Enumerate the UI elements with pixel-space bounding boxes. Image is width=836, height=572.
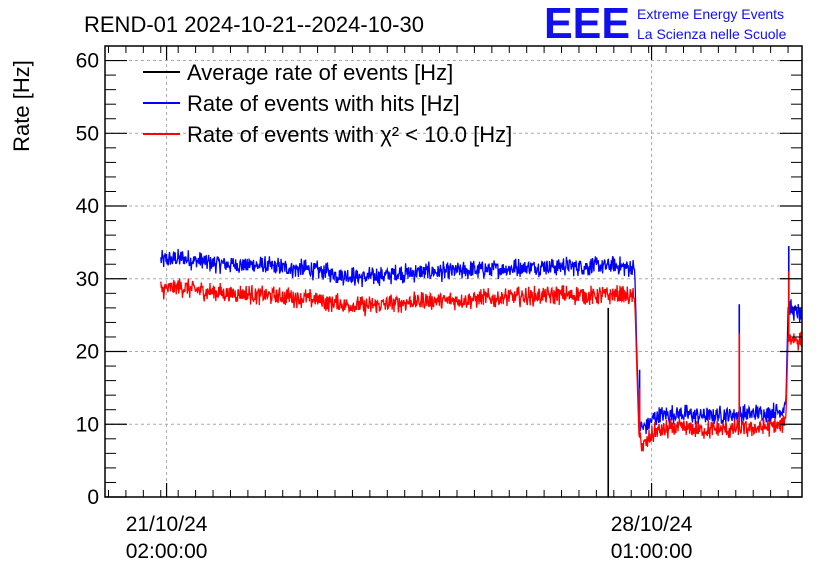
y-tick-label: 0 bbox=[87, 486, 99, 509]
x-tick-label-date: 28/10/24 bbox=[611, 513, 693, 536]
series-layer bbox=[160, 246, 802, 497]
legend: Average rate of events [Hz] Rate of even… bbox=[143, 60, 512, 147]
y-tick-label: 30 bbox=[76, 268, 99, 291]
series-line-hits bbox=[160, 248, 802, 435]
y-tick-label: 60 bbox=[76, 50, 99, 73]
logo-mark: EEE bbox=[544, 0, 630, 48]
eee-logo: EEE Extreme Energy Events La Scienza nel… bbox=[544, 0, 787, 48]
chart-title: REND-01 2024-10-21--2024-10-30 bbox=[84, 12, 424, 37]
y-tick-label: 40 bbox=[76, 195, 99, 218]
x-tick-label-time: 01:00:00 bbox=[611, 540, 693, 563]
logo-line-1: Extreme Energy Events bbox=[637, 6, 784, 22]
grid bbox=[105, 46, 802, 497]
legend-label-chi2: Rate of events with χ² < 10.0 [Hz] bbox=[187, 122, 512, 147]
y-tick-label: 50 bbox=[76, 122, 99, 145]
y-tick-label: 20 bbox=[76, 341, 99, 364]
legend-label-average: Average rate of events [Hz] bbox=[187, 60, 453, 85]
y-tick-label: 10 bbox=[76, 413, 99, 436]
y-axis-label: Rate [Hz] bbox=[9, 60, 34, 152]
x-tick-label-date: 21/10/24 bbox=[126, 513, 208, 536]
x-tick-label-time: 02:00:00 bbox=[126, 540, 208, 563]
logo-line-2: La Scienza nelle Scuole bbox=[637, 26, 787, 42]
legend-label-hits: Rate of events with hits [Hz] bbox=[187, 91, 460, 116]
axis-ticks: 0 10 20 30 40 50 60 21/10/24 02:00:00 28/10/24 01:… bbox=[76, 46, 802, 563]
series-line-chi2 bbox=[160, 278, 802, 452]
plot-frame bbox=[104, 45, 803, 498]
